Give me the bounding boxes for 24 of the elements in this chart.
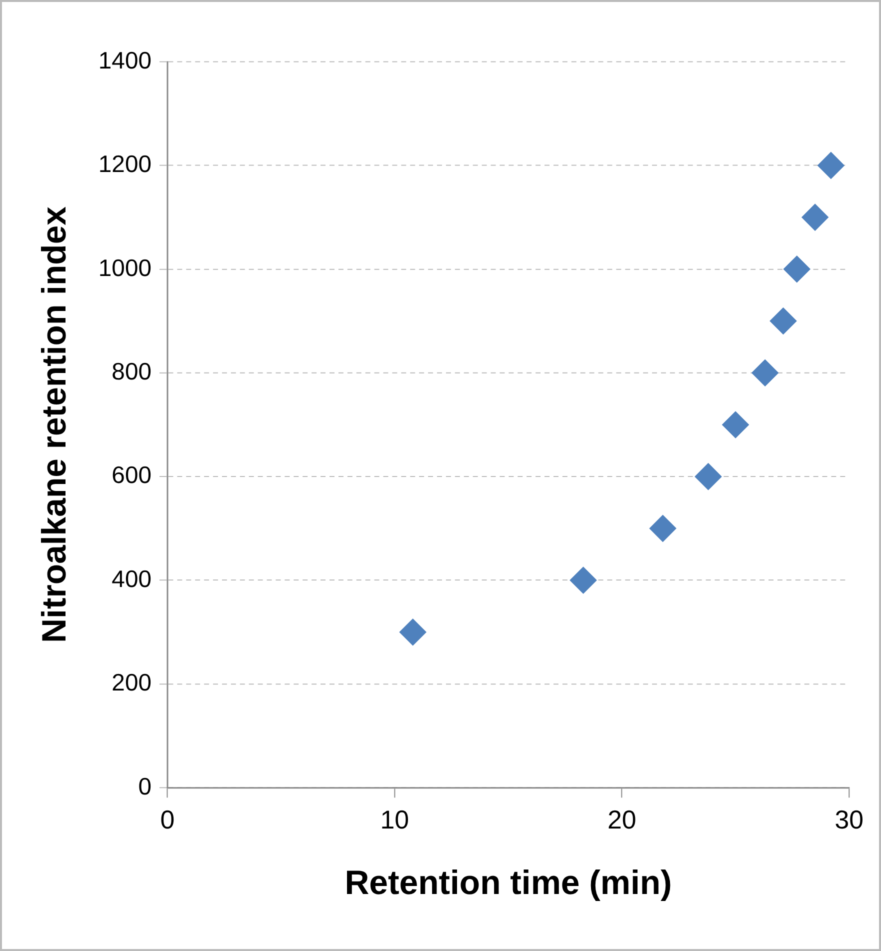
y-tick-label: 0 [138, 773, 152, 800]
point [770, 308, 797, 334]
x-tick-label: 20 [608, 806, 636, 834]
point [783, 256, 810, 283]
point [399, 618, 426, 646]
y-tick-label: 1200 [98, 151, 152, 178]
point [752, 359, 778, 386]
y-tick-label: 1400 [98, 47, 152, 74]
point [570, 566, 597, 594]
y-tick-label: 400 [112, 566, 152, 593]
y-tick-label: 600 [112, 462, 152, 490]
x-tick-label: 10 [380, 806, 410, 834]
point [818, 152, 844, 179]
x-tick-label: 30 [834, 806, 864, 834]
y-tick-label: 1000 [98, 254, 152, 282]
point [722, 411, 749, 438]
y-tick-label: 200 [112, 670, 152, 697]
point [694, 463, 722, 490]
point [649, 514, 676, 542]
x-tick-label: 0 [160, 806, 175, 834]
y-axis-title: Nitroalkane retention index [35, 206, 74, 643]
x-axis-title: Retention time (min) [344, 864, 672, 902]
y-tick-label: 800 [112, 358, 152, 386]
point [802, 204, 828, 231]
